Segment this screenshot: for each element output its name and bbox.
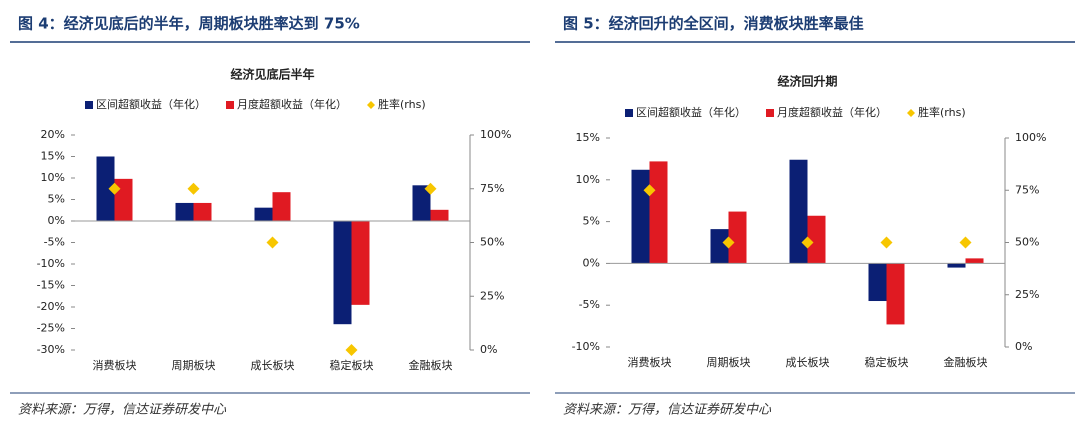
win-rate-marker [266, 236, 279, 249]
x-tick-label: 金融板块 [944, 355, 988, 369]
bar [333, 221, 352, 325]
x-tick-label: 周期板块 [707, 355, 751, 369]
win-rate-marker [643, 184, 656, 197]
y2-tick-label: 50% [480, 236, 504, 249]
x-tick-label: 成长板块 [786, 355, 830, 369]
bar [254, 207, 273, 221]
win-rate-marker [108, 182, 121, 195]
bar [114, 178, 133, 221]
figure-caption: 图 4：经济见底后的半年，周期板块胜率达到 75% [18, 15, 360, 33]
y2-tick-label: 100% [480, 128, 511, 141]
y2-tick-label: 0% [1015, 340, 1032, 353]
bar [868, 263, 887, 302]
y-tick-label: -10% [37, 257, 65, 270]
bar [272, 192, 291, 221]
y-tick-label: 10% [576, 173, 600, 186]
legend-swatch [625, 109, 633, 117]
bar [710, 229, 729, 264]
y-tick-label: -25% [37, 322, 65, 335]
legend-label: 月度超额收益（年化） [777, 105, 887, 119]
bar [631, 169, 650, 264]
x-tick-label: 消费板块 [93, 358, 137, 372]
bar [351, 221, 370, 305]
legend-label: 区间超额收益（年化） [96, 97, 206, 111]
y-tick-label: 5% [48, 193, 65, 206]
y2-tick-label: 100% [1015, 131, 1046, 144]
bar [789, 159, 808, 264]
win-rate-marker [722, 236, 735, 249]
y2-tick-label: 0% [480, 343, 497, 356]
y-tick-label: 5% [583, 215, 600, 228]
y2-tick-label: 25% [1015, 288, 1039, 301]
y-tick-label: 0% [48, 214, 65, 227]
win-rate-marker [959, 236, 972, 249]
bar [947, 263, 966, 268]
y-tick-label: 15% [41, 150, 65, 163]
win-rate-marker [801, 236, 814, 249]
x-tick-label: 成长板块 [251, 358, 295, 372]
legend-swatch [226, 101, 234, 109]
legend-swatch [766, 109, 774, 117]
y2-tick-label: 50% [1015, 236, 1039, 249]
chart-title: 经济见底后半年 [230, 67, 314, 82]
y-tick-label: 10% [41, 171, 65, 184]
y-tick-label: -30% [37, 343, 65, 356]
x-tick-label: 周期板块 [172, 358, 216, 372]
legend-label: 月度超额收益（年化） [237, 97, 347, 111]
y2-tick-label: 75% [480, 182, 504, 195]
y2-tick-label: 75% [1015, 183, 1039, 196]
bar [96, 156, 115, 221]
legend-swatch [907, 109, 915, 117]
chart-title: 经济回升期 [777, 74, 837, 89]
legend-swatch [367, 101, 375, 109]
source: 资料来源：万得，信达证券研发中心 [563, 403, 772, 418]
bar [649, 161, 668, 264]
y-tick-label: -20% [37, 300, 65, 313]
x-tick-label: 金融板块 [409, 358, 453, 372]
y-tick-label: 15% [576, 131, 600, 144]
bar [728, 211, 747, 264]
y-tick-label: -15% [37, 279, 65, 292]
win-rate-marker [345, 344, 358, 356]
legend-label: 胜率(rhs) [378, 97, 426, 111]
source: 资料来源：万得，信达证券研发中心 [18, 403, 227, 418]
win-rate-marker [880, 236, 893, 249]
y-tick-label: -10% [572, 340, 600, 353]
y-tick-label: 20% [41, 128, 65, 141]
win-rate-marker [424, 182, 437, 195]
legend-swatch [85, 101, 93, 109]
legend-label: 胜率(rhs) [918, 105, 966, 119]
figure-caption: 图 5：经济回升的全区间，消费板块胜率最佳 [563, 15, 864, 33]
x-tick-label: 稳定板块 [330, 358, 374, 372]
bar [175, 202, 194, 221]
bar [193, 202, 212, 221]
x-tick-label: 消费板块 [628, 355, 672, 369]
win-rate-marker [187, 182, 200, 195]
bar [412, 185, 431, 221]
bar [807, 215, 826, 264]
y2-tick-label: 25% [480, 289, 504, 302]
bar [430, 209, 449, 221]
y-tick-label: -5% [44, 236, 65, 249]
x-tick-label: 稳定板块 [865, 355, 909, 369]
bar [886, 263, 905, 325]
y-tick-label: -5% [579, 298, 600, 311]
bar [965, 258, 984, 264]
y-tick-label: 0% [583, 256, 600, 269]
legend-label: 区间超额收益（年化） [636, 105, 746, 119]
